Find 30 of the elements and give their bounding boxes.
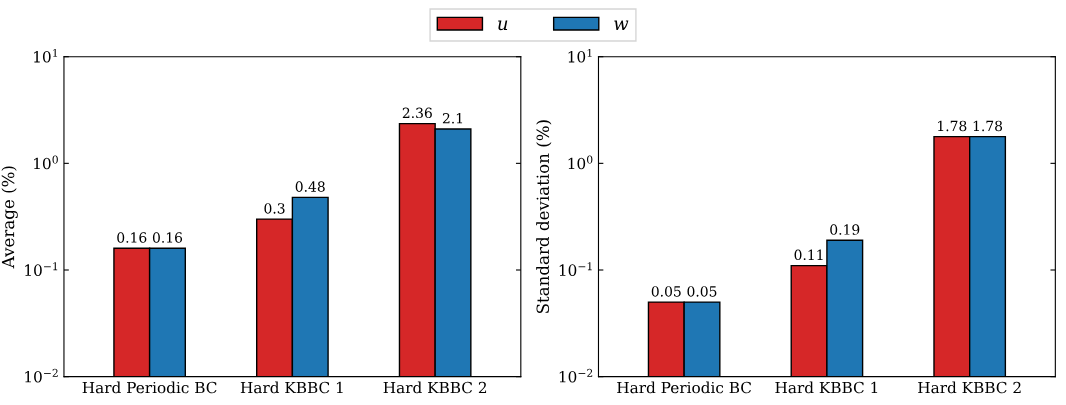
data-label: 2.36 <box>402 107 432 119</box>
data-label: 0.16 <box>152 232 183 243</box>
y-axis-title: Standard deviation (%) <box>536 120 552 314</box>
data-label: 0.16 <box>117 232 147 243</box>
y-tick-label: 10$^{−1}$ <box>25 262 58 276</box>
data-label: 0.19 <box>830 224 860 235</box>
x-tick-label: Hard KBBC 2 <box>383 381 487 394</box>
data-label: 0.3 <box>264 203 285 214</box>
data-label: 0.11 <box>794 249 823 261</box>
y-tick-label: 10$^{0}$ <box>34 155 58 170</box>
x-tick-label: Hard KBBC 1 <box>240 381 343 394</box>
x-tick-label: Hard KBBC 1 <box>775 381 878 394</box>
data-label: 0.05 <box>687 286 717 297</box>
legend-label: w <box>614 20 629 30</box>
y-tick-label: 10$^{−2}$ <box>25 368 58 383</box>
y-tick-label: 10$^{1}$ <box>34 48 58 63</box>
y-tick-label: 10$^{−1}$ <box>559 262 592 276</box>
data-label: 2.1 <box>442 113 463 124</box>
data-label: 0.05 <box>651 286 681 297</box>
data-label: 0.48 <box>295 181 325 192</box>
legend-label: u <box>498 20 508 31</box>
data-label: 1.78 <box>973 120 1003 132</box>
x-tick-label: Hard Periodic BC <box>617 381 752 394</box>
x-tick-label: Hard Periodic BC <box>82 381 217 394</box>
data-label: 1.78 <box>938 120 967 132</box>
x-tick-label: Hard KBBC 2 <box>918 381 1021 394</box>
y-tick-label: 10$^{−2}$ <box>559 368 593 383</box>
y-tick-label: 10$^{0}$ <box>568 155 593 170</box>
y-axis-title: Average (%) <box>1 166 18 269</box>
y-tick-label: 10$^{1}$ <box>568 48 592 63</box>
